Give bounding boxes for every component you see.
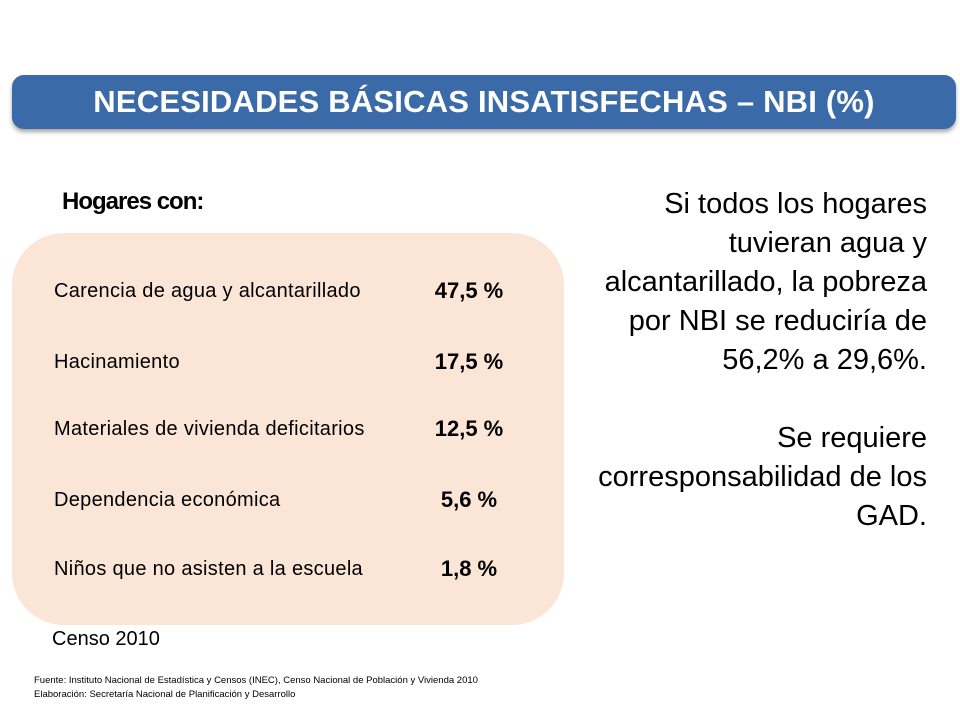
indicator-value: 5,6 %	[440, 487, 498, 512]
indicator-value: 1,8 %	[440, 556, 498, 581]
indicator-label: Materiales de vivienda deficitarios	[54, 417, 365, 440]
summary-call-to-action: Se requiere corresponsabilidad de los GA…	[598, 422, 927, 532]
indicator-row-schooling: Niños que no asisten a la escuela 1,8 %	[54, 534, 544, 604]
indicator-value: 47,5 %	[434, 278, 504, 303]
indicator-row-water: Carencia de agua y alcantarillado 47,5 %	[54, 256, 544, 326]
indicator-row-materials: Materiales de vivienda deficitarios 12,5…	[54, 394, 544, 464]
summary-statement: Si todos los hogares tuvieran agua y alc…	[604, 188, 927, 376]
credit-line: Elaboración: Secretaría Nacional de Plan…	[34, 689, 296, 700]
indicator-label: Dependencia económica	[54, 488, 281, 511]
census-label: Censo 2010	[52, 628, 160, 650]
indicator-label: Hacinamiento	[54, 350, 180, 373]
indicator-value: 17,5 %	[434, 349, 504, 374]
summary-text: Si todos los hogares tuvieran agua y alc…	[575, 185, 927, 536]
indicator-row-dependency: Dependencia económica 5,6 %	[54, 478, 544, 522]
subheading: Hogares con:	[62, 188, 204, 215]
indicator-value: 12,5 %	[434, 416, 504, 441]
slide-title: NECESIDADES BÁSICAS INSATISFECHAS – NBI …	[12, 75, 956, 129]
slide-title-text: NECESIDADES BÁSICAS INSATISFECHAS – NBI …	[93, 84, 875, 119]
indicator-row-crowding: Hacinamiento 17,5 %	[54, 340, 544, 384]
indicator-label: Niños que no asisten a la escuela	[54, 557, 363, 580]
indicator-label: Carencia de agua y alcantarillado	[54, 279, 361, 302]
indicator-panel	[12, 233, 564, 625]
source-note: Fuente: Instituto Nacional de Estadístic…	[34, 674, 478, 702]
source-line: Fuente: Instituto Nacional de Estadístic…	[34, 675, 478, 686]
